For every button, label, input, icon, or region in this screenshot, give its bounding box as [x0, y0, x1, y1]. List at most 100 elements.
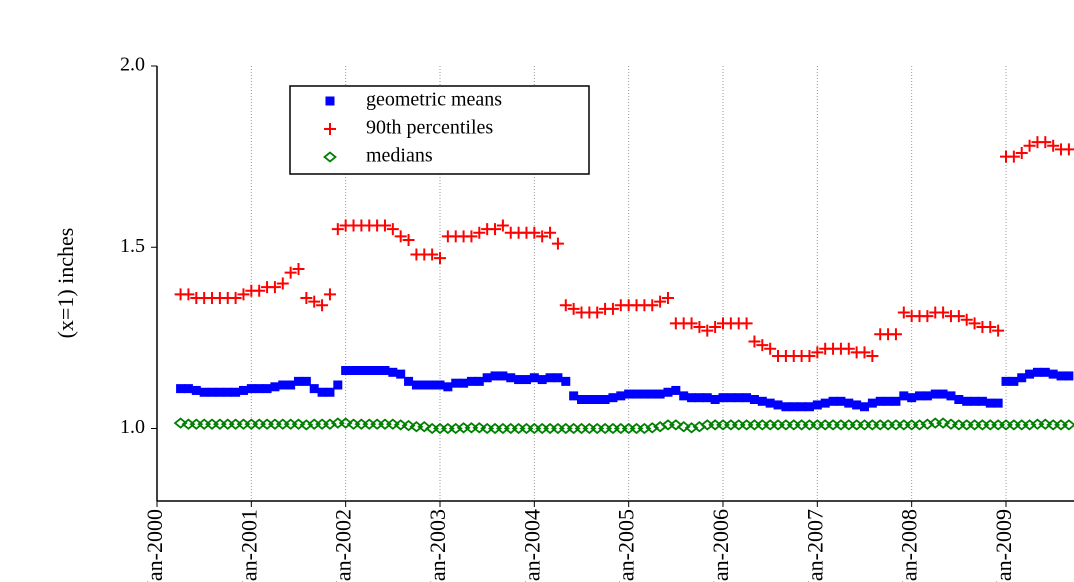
point — [936, 417, 951, 429]
point — [639, 389, 649, 399]
point — [646, 299, 659, 312]
point — [811, 346, 824, 359]
point — [757, 396, 767, 406]
point — [716, 419, 730, 431]
point — [968, 317, 981, 330]
point — [616, 391, 626, 401]
point — [907, 393, 917, 403]
point — [946, 391, 956, 401]
point — [637, 422, 652, 435]
point — [812, 400, 822, 410]
point — [480, 422, 495, 435]
point — [718, 393, 728, 403]
point — [283, 418, 298, 430]
point — [875, 396, 885, 406]
point — [212, 418, 227, 430]
point — [294, 376, 303, 386]
point — [684, 422, 699, 434]
point — [991, 419, 1006, 431]
legend-label: 90th percentiles — [366, 117, 493, 139]
point — [317, 387, 327, 397]
point — [220, 418, 235, 430]
point — [804, 402, 814, 412]
x-tick-label: Jan-2009 — [991, 509, 1016, 582]
point — [671, 385, 681, 395]
point — [873, 419, 888, 431]
point — [899, 391, 909, 401]
point — [679, 391, 689, 401]
point — [292, 263, 305, 275]
point — [977, 396, 987, 406]
point — [197, 418, 212, 430]
point — [764, 342, 777, 355]
point — [228, 418, 243, 430]
point — [544, 226, 557, 239]
point — [268, 281, 281, 294]
point — [591, 306, 604, 319]
point — [426, 248, 439, 261]
x-tick-label: Jan-2003 — [425, 509, 450, 582]
point — [742, 393, 752, 403]
point — [654, 295, 667, 308]
point — [349, 366, 359, 375]
legend-label: geometric means — [366, 89, 502, 111]
point — [836, 396, 846, 406]
point — [655, 389, 665, 399]
point — [331, 223, 344, 236]
point — [488, 422, 502, 435]
point — [773, 400, 783, 410]
point — [537, 375, 547, 385]
point — [676, 421, 691, 433]
point — [1047, 139, 1060, 152]
point — [451, 378, 461, 388]
point — [253, 284, 266, 297]
point — [181, 418, 196, 430]
point — [284, 266, 297, 279]
point — [700, 419, 715, 431]
legend-marker — [324, 123, 336, 135]
point — [519, 422, 534, 435]
point — [1009, 376, 1019, 386]
point — [229, 292, 242, 304]
point — [922, 391, 932, 401]
point — [852, 400, 862, 410]
point — [558, 422, 573, 435]
point — [726, 393, 736, 403]
point — [503, 422, 518, 435]
legend-label: medians — [366, 145, 433, 167]
point — [207, 387, 217, 397]
point — [970, 396, 980, 406]
point — [645, 422, 660, 434]
point — [930, 389, 940, 399]
point — [624, 389, 634, 399]
point — [748, 335, 761, 348]
point — [286, 380, 296, 390]
point — [820, 398, 830, 408]
point — [794, 419, 809, 431]
point — [278, 380, 288, 390]
point — [606, 302, 619, 315]
point — [370, 418, 385, 430]
point — [527, 422, 542, 435]
point — [1015, 147, 1028, 159]
point — [378, 418, 392, 430]
point — [551, 237, 564, 250]
point — [341, 366, 351, 375]
point — [316, 299, 329, 312]
point — [606, 422, 620, 435]
point — [984, 321, 997, 333]
point — [828, 396, 838, 406]
point — [1064, 371, 1074, 381]
point — [904, 419, 919, 431]
point — [388, 367, 398, 377]
point — [372, 366, 382, 375]
point — [1048, 369, 1058, 379]
point — [252, 418, 267, 430]
point — [920, 418, 935, 430]
point — [685, 317, 698, 330]
point — [739, 419, 754, 431]
point — [992, 324, 1005, 337]
point — [394, 230, 407, 243]
point — [613, 422, 628, 435]
